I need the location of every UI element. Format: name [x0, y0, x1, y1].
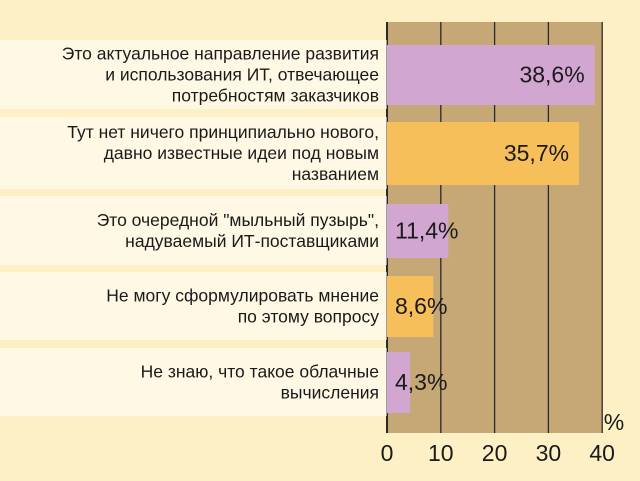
- value-label: 38,6%: [519, 62, 584, 88]
- bars: [387, 45, 595, 413]
- bar: [387, 276, 434, 337]
- x-tick-label: 20: [482, 440, 508, 466]
- value-label: 11,4%: [395, 218, 459, 244]
- x-tick-label: 10: [428, 440, 454, 466]
- x-tick-label: 0: [381, 440, 394, 466]
- value-labels: 38,6% 35,7% 11,4% 8,6% 4,3%: [395, 62, 585, 396]
- bar: [387, 352, 411, 413]
- unit-label: %: [604, 409, 624, 435]
- x-tick-label: 40: [589, 440, 615, 466]
- category-band: [0, 117, 387, 189]
- value-label: 35,7%: [504, 140, 569, 166]
- category-label: Это актуальное направление развития и исп…: [62, 44, 379, 106]
- bar: [387, 45, 595, 105]
- bar: [387, 122, 580, 185]
- category-band: [0, 196, 387, 265]
- value-label: 8,6%: [395, 293, 447, 319]
- value-label: 4,3%: [395, 369, 447, 395]
- category-label: Не могу сформулировать мнение по этому во…: [106, 286, 379, 327]
- category-labels: Это актуальное направление развития и исп…: [62, 44, 379, 403]
- x-axis: % 0 10 20 30 40: [381, 409, 625, 466]
- category-bands: [0, 40, 387, 416]
- x-tick-label: 30: [536, 440, 562, 466]
- category-label: Это очередной "мыльный пузырь", надуваемы…: [97, 210, 379, 251]
- category-band: [0, 348, 387, 416]
- category-band: [0, 40, 387, 109]
- category-label: Не знаю, что такое облачные вычисления: [141, 362, 379, 403]
- category-band: [0, 272, 387, 340]
- bar: [387, 204, 449, 258]
- category-label: Тут нет ничего принципиально нового, давн…: [67, 122, 379, 184]
